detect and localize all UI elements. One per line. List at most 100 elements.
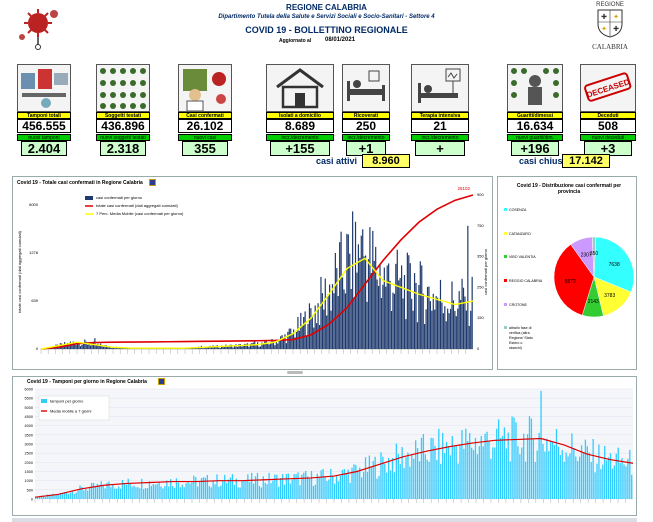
daily-test-bar (90, 482, 93, 499)
daily-case-bar (110, 347, 112, 349)
card-value: 26.102 (178, 119, 232, 133)
daily-test-bar (442, 432, 444, 499)
card-label: Soggetti testati (96, 112, 150, 119)
y-tick-label: 6000 (25, 388, 33, 392)
daily-test-bar (567, 456, 569, 499)
daily-test-bar (474, 437, 477, 499)
y-tick-label: 500 (27, 488, 33, 492)
daily-case-bar (272, 341, 275, 349)
daily-test-bar (374, 456, 376, 499)
daily-test-bar (310, 470, 313, 499)
tests-per-day-chart: Covid 19 - Tamponi per giorno in Regione… (12, 376, 637, 516)
next-panel-edge (12, 518, 637, 522)
daily-test-bar (542, 444, 544, 499)
daily-test-bar (112, 484, 114, 499)
pie-legend-label: REGGIO CALABRIA (509, 279, 543, 283)
daily-case-bar (320, 276, 322, 349)
daily-case-bar (389, 280, 391, 349)
daily-test-bar (83, 490, 85, 499)
daily-case-bar (399, 278, 401, 349)
card-casi-confermati: Casi confermati 26.102 nuovi casi 355 (178, 64, 232, 156)
daily-test-bar (123, 482, 126, 499)
daily-case-bar (415, 282, 417, 349)
daily-test-bar (588, 452, 590, 499)
daily-test-bar (125, 484, 127, 499)
daily-case-bar (354, 221, 357, 349)
left-tick-label: 6000 (29, 202, 39, 207)
y-tick-label: 4000 (25, 424, 33, 428)
bulletin-date: 08/01/2021 (325, 37, 356, 43)
daily-case-bar (111, 347, 113, 349)
daily-case-bar (235, 344, 237, 349)
daily-case-bar (360, 235, 362, 349)
daily-test-bar (40, 495, 43, 499)
daily-test-bar (316, 473, 318, 499)
daily-case-bar (107, 347, 109, 349)
daily-case-bar (65, 344, 67, 349)
legend-swatch (41, 399, 47, 403)
daily-case-bar (251, 343, 253, 349)
daily-test-bar (202, 477, 205, 499)
daily-case-bar (426, 286, 429, 349)
daily-test-bar (428, 461, 430, 499)
daily-test-bar (380, 452, 382, 499)
daily-test-bar (96, 483, 99, 499)
daily-case-bar (379, 265, 381, 349)
daily-case-bar (444, 306, 446, 349)
daily-test-bar (56, 494, 58, 499)
daily-test-bar (148, 481, 151, 499)
right-tick-label: 900 (477, 192, 484, 197)
daily-test-bar (449, 455, 452, 499)
daily-case-bar (208, 347, 210, 349)
logo-text-top: REGIONE (596, 2, 624, 8)
daily-test-bar (544, 451, 546, 499)
daily-test-bar (227, 479, 230, 499)
daily-test-bar (160, 486, 162, 499)
daily-case-bar (97, 343, 99, 349)
daily-case-bar (375, 246, 377, 349)
daily-test-bar (104, 488, 106, 499)
daily-test-bar (224, 474, 226, 499)
daily-test-bar (397, 453, 399, 499)
card-sub-value: +155 (270, 141, 330, 156)
daily-test-bar (548, 451, 550, 499)
daily-case-bar (280, 336, 282, 349)
daily-case-bar (401, 265, 403, 349)
daily-test-bar (94, 486, 97, 499)
daily-test-bar (63, 492, 66, 499)
right-tick-label: 750 (477, 223, 484, 228)
daily-test-bar (144, 488, 147, 499)
card-sub-label: incr./decremento (342, 134, 390, 141)
daily-case-bar (441, 302, 443, 349)
daily-test-bar (577, 461, 579, 499)
tests-per-day-plot: 0 500 1000 1500 2000 2500 3000 3500 4000 4500 5000… (25, 388, 634, 503)
pie-legend-label: VIBO VALENTIA (509, 255, 536, 259)
daily-test-bar (469, 433, 471, 499)
daily-test-bar (133, 485, 135, 499)
card-label: Tamponi totali (17, 112, 71, 119)
daily-case-bar (393, 293, 395, 349)
daily-test-bar (515, 422, 517, 499)
daily-test-bar (245, 480, 247, 499)
daily-test-bar (476, 454, 479, 499)
daily-test-bar (594, 472, 596, 499)
daily-test-bar (156, 483, 158, 499)
daily-test-bar (256, 472, 259, 499)
left-tick-label: 0 (36, 346, 39, 351)
daily-test-bar (341, 469, 344, 499)
daily-case-bar (91, 343, 93, 349)
daily-case-bar (449, 308, 452, 349)
daily-case-bar (435, 296, 437, 349)
daily-case-bar (102, 346, 105, 349)
daily-case-bar (187, 348, 190, 349)
card-label: Ricoverati (342, 112, 390, 119)
daily-test-bar (440, 463, 442, 499)
daily-test-bar (422, 434, 425, 499)
daily-test-bar (569, 453, 571, 499)
daily-test-bar (210, 487, 212, 499)
daily-test-bar (119, 488, 122, 499)
daily-case-bar (258, 346, 260, 349)
daily-test-bar (366, 471, 369, 499)
daily-test-bar (60, 492, 62, 499)
